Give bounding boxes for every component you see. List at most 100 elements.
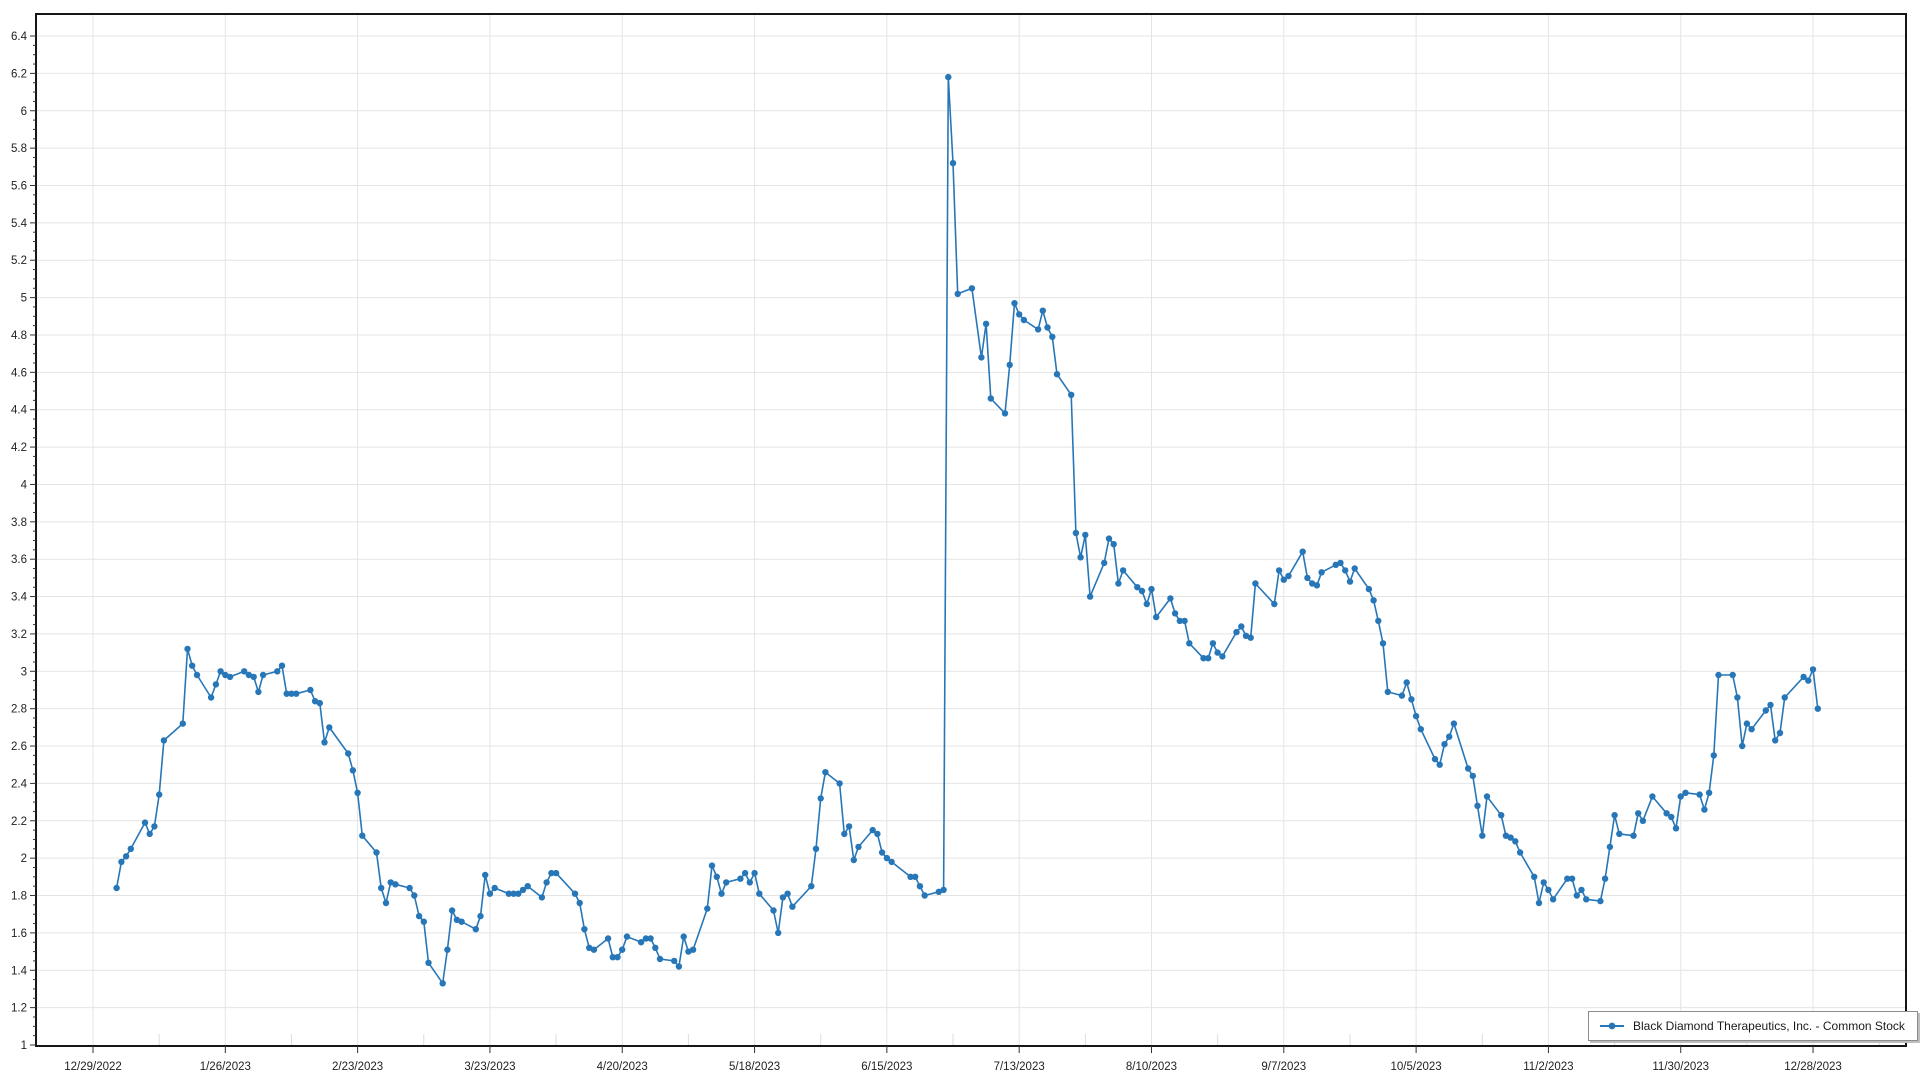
data-point-marker[interactable] xyxy=(1715,671,1722,679)
data-point-marker[interactable] xyxy=(1186,640,1193,647)
data-point-marker[interactable] xyxy=(1044,324,1051,331)
data-point-marker[interactable] xyxy=(293,690,300,697)
data-point-marker[interactable] xyxy=(458,918,465,925)
data-point-marker[interactable] xyxy=(1110,541,1117,548)
data-point-marker[interactable] xyxy=(1209,640,1217,647)
data-point-marker[interactable] xyxy=(1053,371,1061,378)
data-point-marker[interactable] xyxy=(1275,567,1283,574)
data-point-marker[interactable] xyxy=(841,830,848,838)
data-point-marker[interactable] xyxy=(1068,391,1075,398)
data-point-marker[interactable] xyxy=(1739,742,1746,750)
data-point-marker[interactable] xyxy=(1398,692,1406,699)
data-point-marker[interactable] xyxy=(519,886,527,894)
data-point-marker[interactable] xyxy=(1705,789,1713,796)
data-point-marker[interactable] xyxy=(316,699,323,707)
data-point-marker[interactable] xyxy=(836,780,843,787)
data-point-marker[interactable] xyxy=(808,883,815,890)
data-point-marker[interactable] xyxy=(1238,623,1245,630)
data-point-marker[interactable] xyxy=(1668,813,1675,821)
data-point-marker[interactable] xyxy=(1020,316,1028,324)
data-point-marker[interactable] xyxy=(1280,576,1288,583)
data-point-marker[interactable] xyxy=(1119,567,1127,574)
data-point-marker[interactable] xyxy=(1734,694,1741,701)
data-point-marker[interactable] xyxy=(1672,825,1680,832)
data-point-marker[interactable] xyxy=(741,869,749,877)
data-point-marker[interactable] xyxy=(1649,793,1656,800)
data-point-marker[interactable] xyxy=(1134,584,1141,591)
data-point-marker[interactable] xyxy=(548,869,555,877)
data-point-marker[interactable] xyxy=(1143,600,1151,608)
data-point-marker[interactable] xyxy=(1039,307,1047,314)
data-point-marker[interactable] xyxy=(888,858,895,866)
data-point-marker[interactable] xyxy=(713,873,720,880)
data-point-marker[interactable] xyxy=(1762,707,1770,714)
data-point-marker[interactable] xyxy=(1384,688,1392,696)
data-point-marker[interactable] xyxy=(1001,410,1009,417)
data-point-marker[interactable] xyxy=(1639,817,1647,824)
data-point-marker[interactable] xyxy=(420,918,427,925)
data-point-marker[interactable] xyxy=(1498,812,1505,819)
data-point-marker[interactable] xyxy=(373,849,380,856)
data-point-marker[interactable] xyxy=(680,933,687,940)
data-point-marker[interactable] xyxy=(415,912,423,920)
data-point-marker[interactable] xyxy=(940,886,947,894)
data-point-marker[interactable] xyxy=(1101,559,1108,567)
data-point-marker[interactable] xyxy=(491,884,498,892)
data-point-marker[interactable] xyxy=(505,890,512,897)
data-point-marker[interactable] xyxy=(978,354,985,361)
data-point-marker[interactable] xyxy=(1800,673,1807,681)
data-point-marker[interactable] xyxy=(1564,875,1571,882)
data-point-marker[interactable] xyxy=(1148,585,1155,593)
data-point-marker[interactable] xyxy=(113,884,120,892)
data-point-marker[interactable] xyxy=(1748,726,1755,733)
data-point-marker[interactable] xyxy=(704,905,711,912)
data-point-marker[interactable] xyxy=(1304,574,1311,582)
data-point-marker[interactable] xyxy=(812,845,820,852)
data-point-marker[interactable] xyxy=(1167,595,1174,602)
data-point-marker[interactable] xyxy=(855,843,862,851)
data-point-marker[interactable] xyxy=(656,955,664,963)
data-point-marker[interactable] xyxy=(321,739,328,746)
data-point-marker[interactable] xyxy=(207,694,215,701)
data-point-marker[interactable] xyxy=(274,668,281,675)
data-point-marker[interactable] xyxy=(623,933,631,940)
data-point-marker[interactable] xyxy=(1138,587,1146,595)
data-point-marker[interactable] xyxy=(1247,634,1254,641)
data-point-marker[interactable] xyxy=(689,946,697,953)
data-point-marker[interactable] xyxy=(1153,613,1160,621)
data-point-marker[interactable] xyxy=(708,862,716,869)
data-point-marker[interactable] xyxy=(1677,793,1684,800)
data-point-marker[interactable] xyxy=(746,879,753,886)
data-point-marker[interactable] xyxy=(345,750,352,757)
data-point-marker[interactable] xyxy=(1337,559,1344,567)
data-point-marker[interactable] xyxy=(486,890,494,897)
data-point-marker[interactable] xyxy=(1606,843,1614,851)
data-point-marker[interactable] xyxy=(671,957,678,965)
data-point-marker[interactable] xyxy=(737,875,744,882)
data-point-marker[interactable] xyxy=(1464,765,1472,772)
data-point-marker[interactable] xyxy=(382,899,390,907)
data-point-marker[interactable] xyxy=(751,869,758,877)
data-point-marker[interactable] xyxy=(1318,569,1325,576)
data-point-marker[interactable] xyxy=(1346,578,1354,585)
data-point-marker[interactable] xyxy=(118,858,125,866)
data-point-marker[interactable] xyxy=(1049,333,1056,340)
data-point-marker[interactable] xyxy=(1375,617,1382,625)
data-point-marker[interactable] xyxy=(156,791,163,798)
data-point-marker[interactable] xyxy=(1365,585,1373,593)
data-point-marker[interactable] xyxy=(359,832,366,839)
data-point-marker[interactable] xyxy=(1299,548,1306,555)
data-point-marker[interactable] xyxy=(968,285,976,292)
data-point-marker[interactable] xyxy=(472,926,479,933)
data-point-marker[interactable] xyxy=(250,673,257,681)
data-point-marker[interactable] xyxy=(581,926,588,933)
data-point-marker[interactable] xyxy=(1583,896,1590,903)
data-point-marker[interactable] xyxy=(1682,789,1689,796)
data-point-marker[interactable] xyxy=(878,849,886,856)
data-point-marker[interactable] xyxy=(425,959,432,966)
data-point-marker[interactable] xyxy=(1412,712,1420,720)
data-point-marker[interactable] xyxy=(1597,897,1604,905)
data-point-marker[interactable] xyxy=(982,320,990,327)
data-point-marker[interactable] xyxy=(916,883,924,890)
data-point-marker[interactable] xyxy=(543,879,550,886)
